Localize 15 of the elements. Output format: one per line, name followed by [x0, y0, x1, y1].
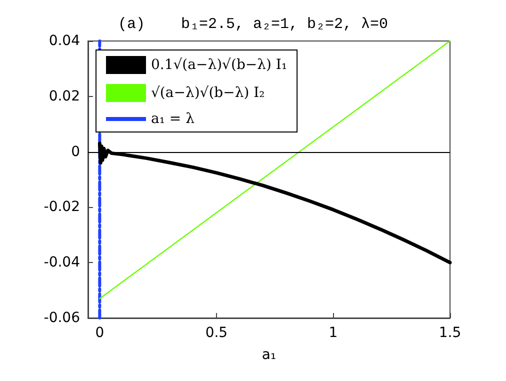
y-tick-label: -0.02	[44, 199, 80, 216]
x-axis-title: a₁	[262, 347, 276, 363]
legend-label: √(a−λ)√(b−λ) I₂	[151, 85, 265, 101]
y-tick-label: -0.04	[44, 254, 80, 271]
x-tick-label: 1	[328, 325, 338, 341]
x-tick-label: 0	[95, 325, 104, 341]
x-tick-label: 1.5	[438, 325, 462, 341]
y-tick-label: -0.06	[44, 310, 80, 326]
legend-label: a₁ = λ	[151, 111, 195, 127]
y-tick-label: 0	[71, 144, 80, 160]
y-tick-label: 0.02	[48, 88, 80, 104]
y-tick-label: 0.04	[48, 33, 80, 49]
x-tick-label: 0.5	[205, 325, 228, 341]
legend-label: 0.1√(a−λ)√(b−λ) I₁	[151, 57, 288, 73]
chart-title: (a) b₁=2.5, a₂=1, b₂=2, λ=0	[118, 16, 388, 33]
